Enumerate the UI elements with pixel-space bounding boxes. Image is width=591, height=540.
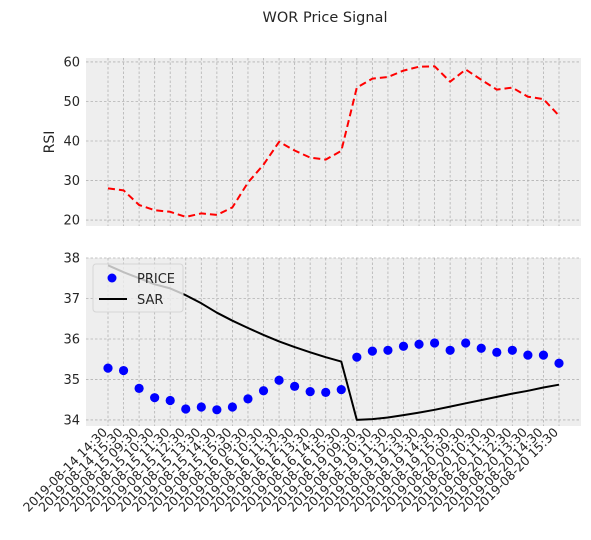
price-point <box>476 343 486 353</box>
price-point <box>352 352 362 362</box>
price-y-tick-label: 38 <box>63 252 80 267</box>
legend-price-marker <box>107 273 117 283</box>
legend-price-label: PRICE <box>137 272 175 287</box>
rsi-y-tick-label: 20 <box>63 214 80 229</box>
price-point <box>181 404 191 414</box>
price-point <box>118 365 129 376</box>
price-point <box>150 393 160 403</box>
price-point <box>398 341 409 351</box>
rsi-y-tick-label: 30 <box>63 174 80 189</box>
rsi-grid <box>86 58 581 226</box>
price-y-tick-label: 35 <box>63 373 80 388</box>
price-point <box>196 402 206 412</box>
rsi-axis-label: RSI <box>42 131 58 154</box>
price-y-tick-label: 36 <box>63 332 80 347</box>
rsi-y-tick-label: 50 <box>63 95 80 110</box>
price-point <box>445 345 455 355</box>
price-point <box>274 375 284 385</box>
price-point <box>305 386 315 397</box>
price-point <box>367 346 377 356</box>
legend-sar-label: SAR <box>137 293 163 308</box>
price-point <box>461 338 471 348</box>
price-point <box>492 347 502 357</box>
rsi-y-tick-label: 40 <box>63 135 80 150</box>
price-point <box>243 394 253 404</box>
rsi-line <box>107 65 560 218</box>
price-y-ticks: 34 35 36 37 38 <box>63 252 80 429</box>
price-point <box>554 358 564 368</box>
price-point <box>336 384 346 395</box>
rsi-plot-area <box>86 58 581 226</box>
price-point <box>290 381 300 391</box>
rsi-y-tick-label: 60 <box>63 55 80 70</box>
chart-title: WOR Price Signal <box>263 10 388 26</box>
price-y-tick-label: 37 <box>63 292 80 307</box>
rsi-panel: 20 30 40 50 60 RSI <box>42 55 581 229</box>
price-point <box>103 363 113 373</box>
price-point <box>227 402 238 412</box>
rsi-series <box>107 65 560 218</box>
legend: PRICE SAR <box>92 263 184 313</box>
price-point <box>165 395 175 406</box>
price-point <box>212 405 222 415</box>
price-point <box>383 345 393 355</box>
price-point <box>258 386 269 396</box>
price-point <box>414 339 424 349</box>
price-point <box>134 383 144 393</box>
rsi-y-ticks: 20 30 40 50 60 <box>63 55 80 228</box>
price-point <box>507 345 517 355</box>
price-y-tick-label: 34 <box>63 413 80 428</box>
price-point <box>321 387 331 397</box>
price-point <box>538 350 549 360</box>
price-point <box>429 338 440 348</box>
price-sar-panel: 34 35 36 37 38 PRICE SAR <box>63 252 581 429</box>
price-point <box>523 350 533 360</box>
